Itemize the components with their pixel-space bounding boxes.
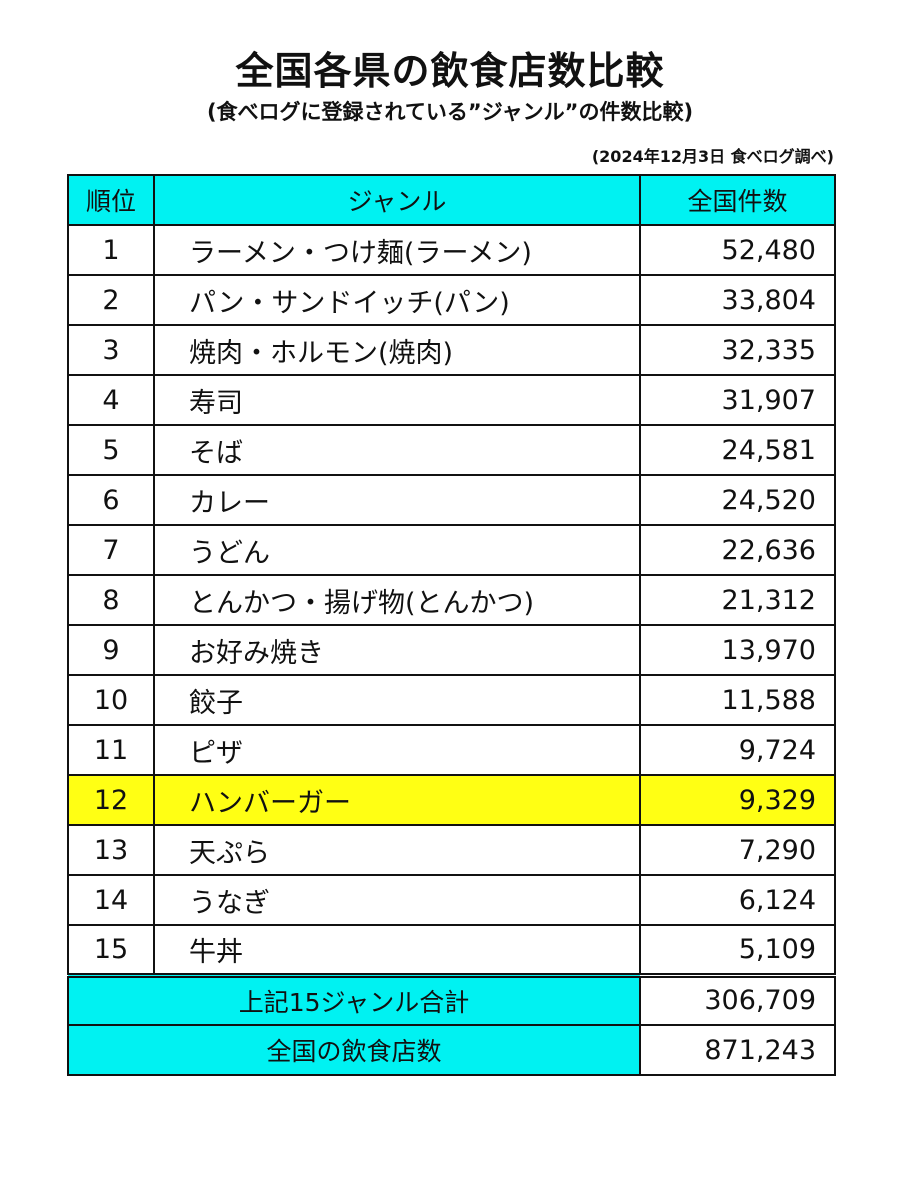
table-row: 6 カレー 24,520 (67, 474, 836, 526)
genre-count-table: 順位 ジャンル 全国件数 1 ラーメン・つけ麺(ラーメン) 52,480 2 パン・サン… (67, 174, 836, 1076)
total-label: 上記15ジャンル合計 (67, 972, 641, 1026)
cell-count: 24,520 (639, 474, 836, 526)
cell-rank: 11 (67, 724, 155, 776)
cell-genre: そば (153, 424, 641, 476)
cell-count: 11,588 (639, 674, 836, 726)
cell-rank: 9 (67, 624, 155, 676)
table-row: 3 焼肉・ホルモン(焼肉) 32,335 (67, 324, 836, 376)
table-totals: 上記15ジャンル合計 306,709 全国の飲食店数 871,243 (67, 972, 836, 1076)
cell-genre: ラーメン・つけ麺(ラーメン) (153, 224, 641, 276)
cell-count: 52,480 (639, 224, 836, 276)
cell-count: 6,124 (639, 874, 836, 926)
cell-genre: ハンバーガー (153, 774, 641, 826)
table-row: 8 とんかつ・揚げ物(とんかつ) 21,312 (67, 574, 836, 626)
cell-count: 9,329 (639, 774, 836, 826)
cell-rank: 4 (67, 374, 155, 426)
cell-rank: 7 (67, 524, 155, 576)
cell-genre: 牛丼 (153, 924, 641, 976)
cell-rank: 12 (67, 774, 155, 826)
page-title: 全国各県の飲食店数比較 (235, 49, 665, 93)
total-row: 全国の飲食店数 871,243 (67, 1024, 836, 1076)
cell-count: 13,970 (639, 624, 836, 676)
cell-genre: 天ぷら (153, 824, 641, 876)
cell-genre: カレー (153, 474, 641, 526)
cell-count: 9,724 (639, 724, 836, 776)
cell-rank: 14 (67, 874, 155, 926)
table-row: 9 お好み焼き 13,970 (67, 624, 836, 676)
cell-count: 32,335 (639, 324, 836, 376)
cell-rank: 15 (67, 924, 155, 976)
cell-rank: 3 (67, 324, 155, 376)
table-body: 1 ラーメン・つけ麺(ラーメン) 52,480 2 パン・サンドイッチ(パン) 33,80… (67, 224, 836, 976)
table-row: 2 パン・サンドイッチ(パン) 33,804 (67, 274, 836, 326)
source-note: (2024年12月3日 食べログ調べ) (591, 147, 834, 166)
total-label: 全国の飲食店数 (67, 1024, 641, 1076)
table-row: 15 牛丼 5,109 (67, 924, 836, 976)
cell-rank: 5 (67, 424, 155, 476)
cell-genre: うどん (153, 524, 641, 576)
cell-genre: 餃子 (153, 674, 641, 726)
cell-genre: パン・サンドイッチ(パン) (153, 274, 641, 326)
cell-rank: 6 (67, 474, 155, 526)
table-row: 5 そば 24,581 (67, 424, 836, 476)
cell-genre: 焼肉・ホルモン(焼肉) (153, 324, 641, 376)
header-count: 全国件数 (639, 174, 836, 226)
cell-count: 24,581 (639, 424, 836, 476)
cell-count: 21,312 (639, 574, 836, 626)
cell-rank: 13 (67, 824, 155, 876)
table-row: 4 寿司 31,907 (67, 374, 836, 426)
cell-genre: ピザ (153, 724, 641, 776)
page-subtitle: (食べログに登録されている”ジャンル”の件数比較) (206, 100, 694, 124)
cell-genre: うなぎ (153, 874, 641, 926)
total-count: 871,243 (639, 1024, 836, 1076)
cell-genre: 寿司 (153, 374, 641, 426)
table-row: 10 餃子 11,588 (67, 674, 836, 726)
table-header-row: 順位 ジャンル 全国件数 (67, 174, 836, 226)
total-count: 306,709 (639, 972, 836, 1026)
cell-count: 33,804 (639, 274, 836, 326)
cell-count: 22,636 (639, 524, 836, 576)
table-row: 13 天ぷら 7,290 (67, 824, 836, 876)
table-row: 14 うなぎ 6,124 (67, 874, 836, 926)
header-genre: ジャンル (153, 174, 641, 226)
table-row: 11 ピザ 9,724 (67, 724, 836, 776)
cell-rank: 1 (67, 224, 155, 276)
total-row: 上記15ジャンル合計 306,709 (67, 972, 836, 1026)
cell-genre: お好み焼き (153, 624, 641, 676)
cell-rank: 10 (67, 674, 155, 726)
cell-rank: 8 (67, 574, 155, 626)
header-rank: 順位 (67, 174, 155, 226)
cell-genre: とんかつ・揚げ物(とんかつ) (153, 574, 641, 626)
table-row: 7 うどん 22,636 (67, 524, 836, 576)
cell-count: 5,109 (639, 924, 836, 976)
table-row: 1 ラーメン・つけ麺(ラーメン) 52,480 (67, 224, 836, 276)
cell-count: 31,907 (639, 374, 836, 426)
cell-count: 7,290 (639, 824, 836, 876)
table-row: 12 ハンバーガー 9,329 (67, 774, 836, 826)
cell-rank: 2 (67, 274, 155, 326)
